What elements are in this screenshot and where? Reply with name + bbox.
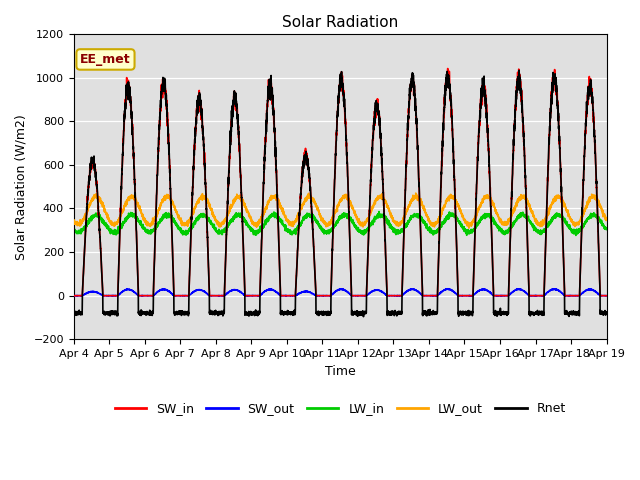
Title: Solar Radiation: Solar Radiation bbox=[282, 15, 398, 30]
Legend: SW_in, SW_out, LW_in, LW_out, Rnet: SW_in, SW_out, LW_in, LW_out, Rnet bbox=[109, 397, 571, 420]
X-axis label: Time: Time bbox=[324, 365, 356, 378]
Y-axis label: Solar Radiation (W/m2): Solar Radiation (W/m2) bbox=[15, 114, 28, 260]
Text: EE_met: EE_met bbox=[80, 53, 131, 66]
